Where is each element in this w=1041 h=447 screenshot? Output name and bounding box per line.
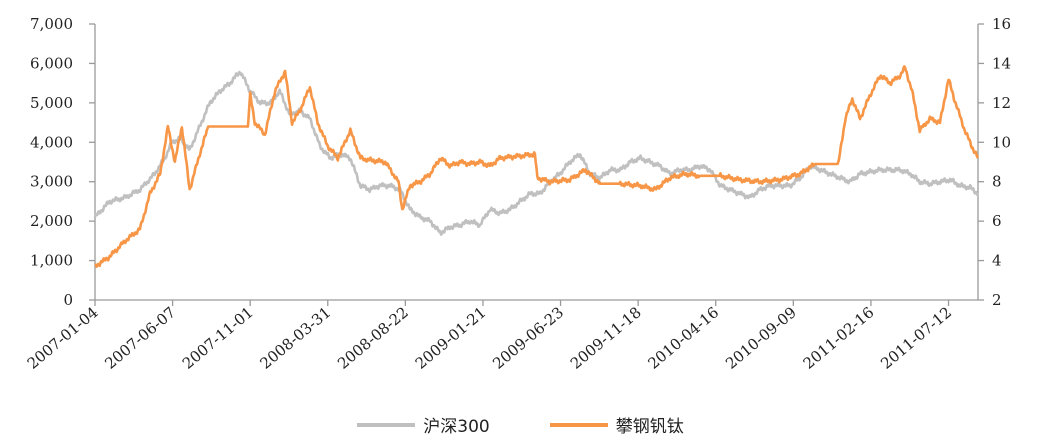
left-y-tick-label: 6,000	[30, 54, 73, 72]
series-lines	[93, 65, 980, 269]
legend: 沪深300 攀钢钒钛	[0, 412, 1041, 437]
x-tick-label: 2010-09-09	[722, 303, 800, 372]
x-tick-label: 2011-07-12	[877, 303, 955, 372]
x-tick-label: 2007-06-07	[101, 303, 179, 372]
x-tick-label: 2009-01-21	[412, 303, 490, 372]
legend-swatch-pangang	[549, 422, 608, 427]
right-y-tick-label: 4	[992, 252, 1002, 270]
legend-item-csi300: 沪深300	[357, 412, 490, 437]
x-tick-label: 2011-02-16	[800, 303, 878, 372]
series-line-csi300	[93, 70, 980, 236]
left-y-tick-label: 3,000	[30, 173, 73, 191]
right-y-tick-label: 14	[992, 54, 1011, 72]
tick-labels: 0 1,000 2,000 3,000 4,000 5,000 6,000 7,000 2 4 6 8…	[24, 15, 1011, 373]
x-tick-label: 2007-11-01	[179, 303, 257, 372]
dual-axis-line-chart: 0 1,000 2,000 3,000 4,000 5,000 6,000 7,000 2 4 6 8…	[24, 15, 1011, 373]
legend-label-pangang: 攀钢钒钛	[615, 417, 684, 437]
legend-label-csi300: 沪深300	[423, 417, 490, 437]
x-tick-label: 2010-04-16	[644, 303, 722, 372]
left-y-tick-label: 1,000	[30, 252, 73, 270]
x-tick-label: 2008-03-31	[257, 303, 335, 372]
right-y-tick-label: 2	[992, 291, 1002, 309]
left-y-tick-label: 2,000	[30, 212, 73, 230]
left-y-tick-label: 0	[63, 291, 73, 309]
legend-swatch-csi300	[357, 422, 416, 427]
x-tick-label: 2009-06-23	[489, 303, 567, 372]
left-y-tick-label: 4,000	[30, 133, 73, 151]
left-y-tick-label: 7,000	[30, 15, 73, 33]
axes	[89, 23, 984, 306]
x-tick-label: 2007-01-04	[24, 303, 102, 372]
right-y-tick-label: 8	[992, 173, 1002, 191]
x-tick-label: 2008-08-22	[334, 303, 412, 372]
left-y-tick-label: 5,000	[30, 94, 73, 112]
right-y-tick-label: 16	[992, 15, 1011, 33]
x-tick-label: 2009-11-18	[567, 303, 645, 372]
series-line-pangang	[94, 65, 980, 269]
right-y-tick-label: 12	[992, 94, 1011, 112]
right-y-tick-label: 10	[992, 133, 1011, 151]
right-y-tick-label: 6	[992, 212, 1002, 230]
legend-item-pangang: 攀钢钒钛	[549, 412, 684, 437]
